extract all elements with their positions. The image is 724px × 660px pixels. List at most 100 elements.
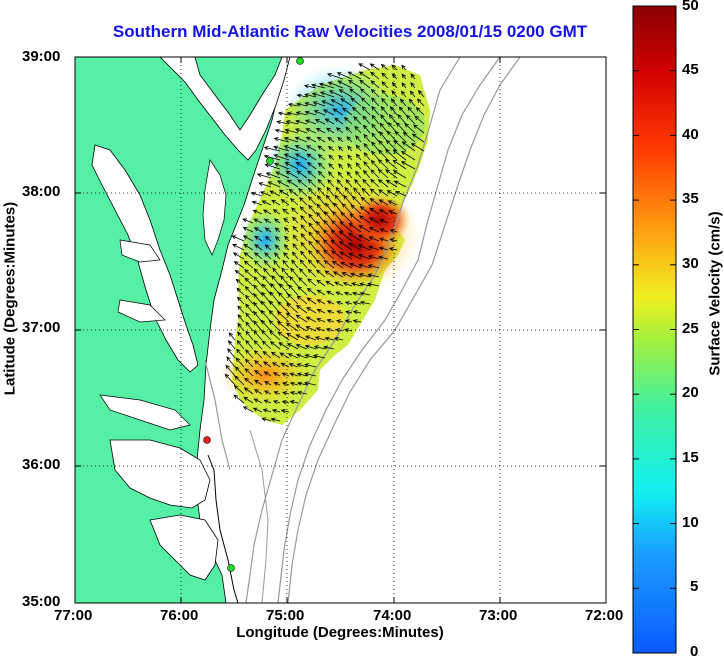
colorbar-tick-label: 30 (682, 255, 699, 272)
velocity-arrow (263, 146, 281, 152)
velocity-arrow (253, 301, 263, 314)
velocity-arrow (388, 113, 398, 125)
velocity-arrow (295, 314, 308, 323)
velocity-arrow (232, 252, 245, 260)
velocity-arrow (263, 390, 272, 395)
velocity-arrow (295, 344, 308, 350)
velocity-arrow (368, 227, 380, 233)
velocity-arrow (287, 353, 299, 359)
velocity-arrow (273, 218, 281, 224)
velocity-arrow (316, 299, 326, 305)
velocity-arrow (244, 285, 254, 296)
velocity-arrow (244, 268, 254, 278)
velocity-arrow (363, 152, 371, 161)
colorbar-tick-label: 5 (690, 578, 699, 595)
velocity-arrow (416, 98, 425, 107)
velocity-arrow (328, 90, 344, 98)
velocity-arrow (327, 179, 335, 188)
velocity-arrow (261, 417, 272, 422)
velocity-arrow (359, 88, 371, 98)
velocity-arrow (389, 238, 398, 243)
velocity-arrow (342, 282, 353, 287)
velocity-arrow (315, 239, 326, 251)
velocity-arrow (392, 159, 407, 170)
velocity-arrow (286, 302, 299, 314)
x-tick-label: 73:00 (479, 607, 518, 624)
x-axis-label: Longitude (Degrees:Minutes) (236, 624, 444, 641)
velocity-arrow (245, 339, 254, 350)
velocity-arrow (263, 361, 272, 368)
colorbar (632, 5, 677, 654)
velocity-arrow (385, 139, 398, 152)
velocity-arrow (350, 204, 362, 215)
velocity-arrow (343, 328, 353, 333)
velocity-arrow (260, 319, 272, 332)
velocity-arrow (289, 400, 299, 405)
velocity-arrow (245, 349, 254, 359)
velocity-arrow (270, 351, 281, 359)
velocity-arrow (351, 106, 362, 116)
velocity-arrow (286, 111, 299, 116)
velocity-arrow (294, 128, 308, 134)
velocity-arrow (271, 362, 281, 368)
velocity-arrow (261, 329, 272, 341)
velocity-arrow (291, 216, 299, 224)
velocity-arrow (386, 130, 398, 143)
velocity-arrow (370, 178, 380, 188)
velocity-arrow (289, 372, 299, 377)
y-tick-label: 38:00 (22, 183, 61, 200)
velocity-arrow (355, 170, 362, 179)
velocity-arrow (369, 63, 380, 71)
colorbar-tick-label: 15 (682, 449, 699, 466)
velocity-arrow (274, 244, 281, 251)
velocity-arrow (410, 73, 416, 80)
velocity-arrow (397, 114, 407, 125)
velocity-arrow (395, 190, 407, 197)
velocity-arrow (245, 330, 254, 341)
velocity-arrow (367, 273, 380, 278)
velocity-arrow (256, 173, 272, 179)
velocity-arrow (307, 259, 317, 269)
velocity-arrow (237, 305, 245, 314)
velocity-arrow (277, 301, 290, 314)
station-marker (296, 57, 304, 65)
velocity-arrow (280, 275, 290, 287)
velocity-arrow (236, 348, 245, 359)
velocity-arrow (370, 88, 380, 98)
velocity-arrow (303, 372, 317, 377)
velocity-arrow (401, 73, 407, 80)
velocity-arrow (225, 364, 236, 377)
velocity-arrow (363, 142, 371, 152)
velocity-arrow (279, 283, 290, 296)
velocity-arrow (253, 350, 263, 359)
velocity-arrow (304, 93, 317, 98)
velocity-arrow (359, 205, 371, 215)
velocity-arrow (367, 254, 380, 260)
velocity-arrow (236, 339, 245, 350)
velocity-arrow (308, 240, 317, 251)
velocity-arrow (297, 179, 308, 188)
velocity-arrow (333, 336, 344, 342)
velocity-arrow (332, 108, 344, 116)
velocity-arrow (317, 145, 326, 152)
velocity-arrow (351, 195, 362, 206)
velocity-arrow (360, 196, 371, 206)
velocity-arrow (340, 261, 353, 269)
velocity-arrow (243, 260, 254, 269)
velocity-arrow (342, 107, 353, 116)
velocity-arrow (332, 271, 344, 278)
velocity-arrow (244, 277, 254, 287)
velocity-arrow (274, 236, 281, 242)
velocity-arrow (264, 244, 272, 251)
velocity-arrow (370, 169, 380, 179)
velocity-arrow (234, 375, 245, 386)
velocity-arrow (267, 181, 281, 188)
velocity-arrow (354, 178, 362, 188)
velocity-arrow (305, 316, 317, 323)
velocity-arrow (350, 97, 362, 107)
y-tick-label: 36:00 (22, 456, 61, 473)
velocity-arrow (296, 295, 308, 305)
velocity-arrow (254, 379, 263, 386)
velocity-arrow (253, 330, 263, 341)
velocity-arrow (327, 136, 335, 143)
